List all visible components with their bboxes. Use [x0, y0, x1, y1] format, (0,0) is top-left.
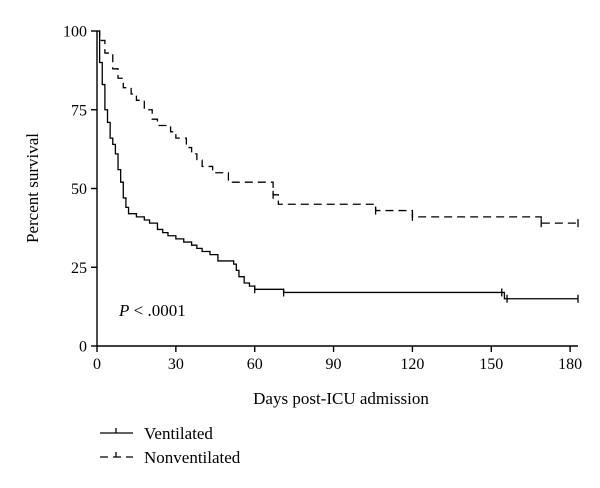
legend-label-ventilated: Ventilated [144, 424, 213, 443]
legend: Ventilated Nonventilated [100, 424, 241, 467]
x-tick-label-120: 120 [400, 356, 424, 373]
x-tick-label-60: 60 [247, 356, 263, 373]
p-value-annotation: P < .0001 [118, 301, 186, 320]
p-symbol: P [118, 301, 129, 320]
x-axis-label: Days post-ICU admission [253, 389, 429, 408]
series-line-ventilated [97, 30, 578, 300]
series-line-nonventilated [97, 30, 578, 224]
x-tick-label-0: 0 [93, 356, 101, 373]
plot-area [97, 30, 579, 303]
x-tick-label-30: 30 [168, 356, 184, 373]
y-tick-label-0: 0 [79, 339, 87, 356]
legend-label-nonventilated: Nonventilated [144, 448, 241, 467]
y-tick-label-75: 75 [71, 102, 87, 119]
y-tick-label-50: 50 [71, 181, 87, 198]
p-value: < .0001 [129, 301, 185, 320]
y-axis-label: Percent survival [23, 133, 42, 243]
y-tick-label-25: 25 [71, 260, 87, 277]
x-tick-label-150: 150 [479, 356, 503, 373]
x-tick-label-180: 180 [558, 356, 582, 373]
y-tick-label-100: 100 [63, 24, 87, 41]
x-tick-label-90: 90 [326, 356, 342, 373]
axes: 0 25 50 75 100 0 30 60 90 120 150 180 [63, 24, 582, 374]
